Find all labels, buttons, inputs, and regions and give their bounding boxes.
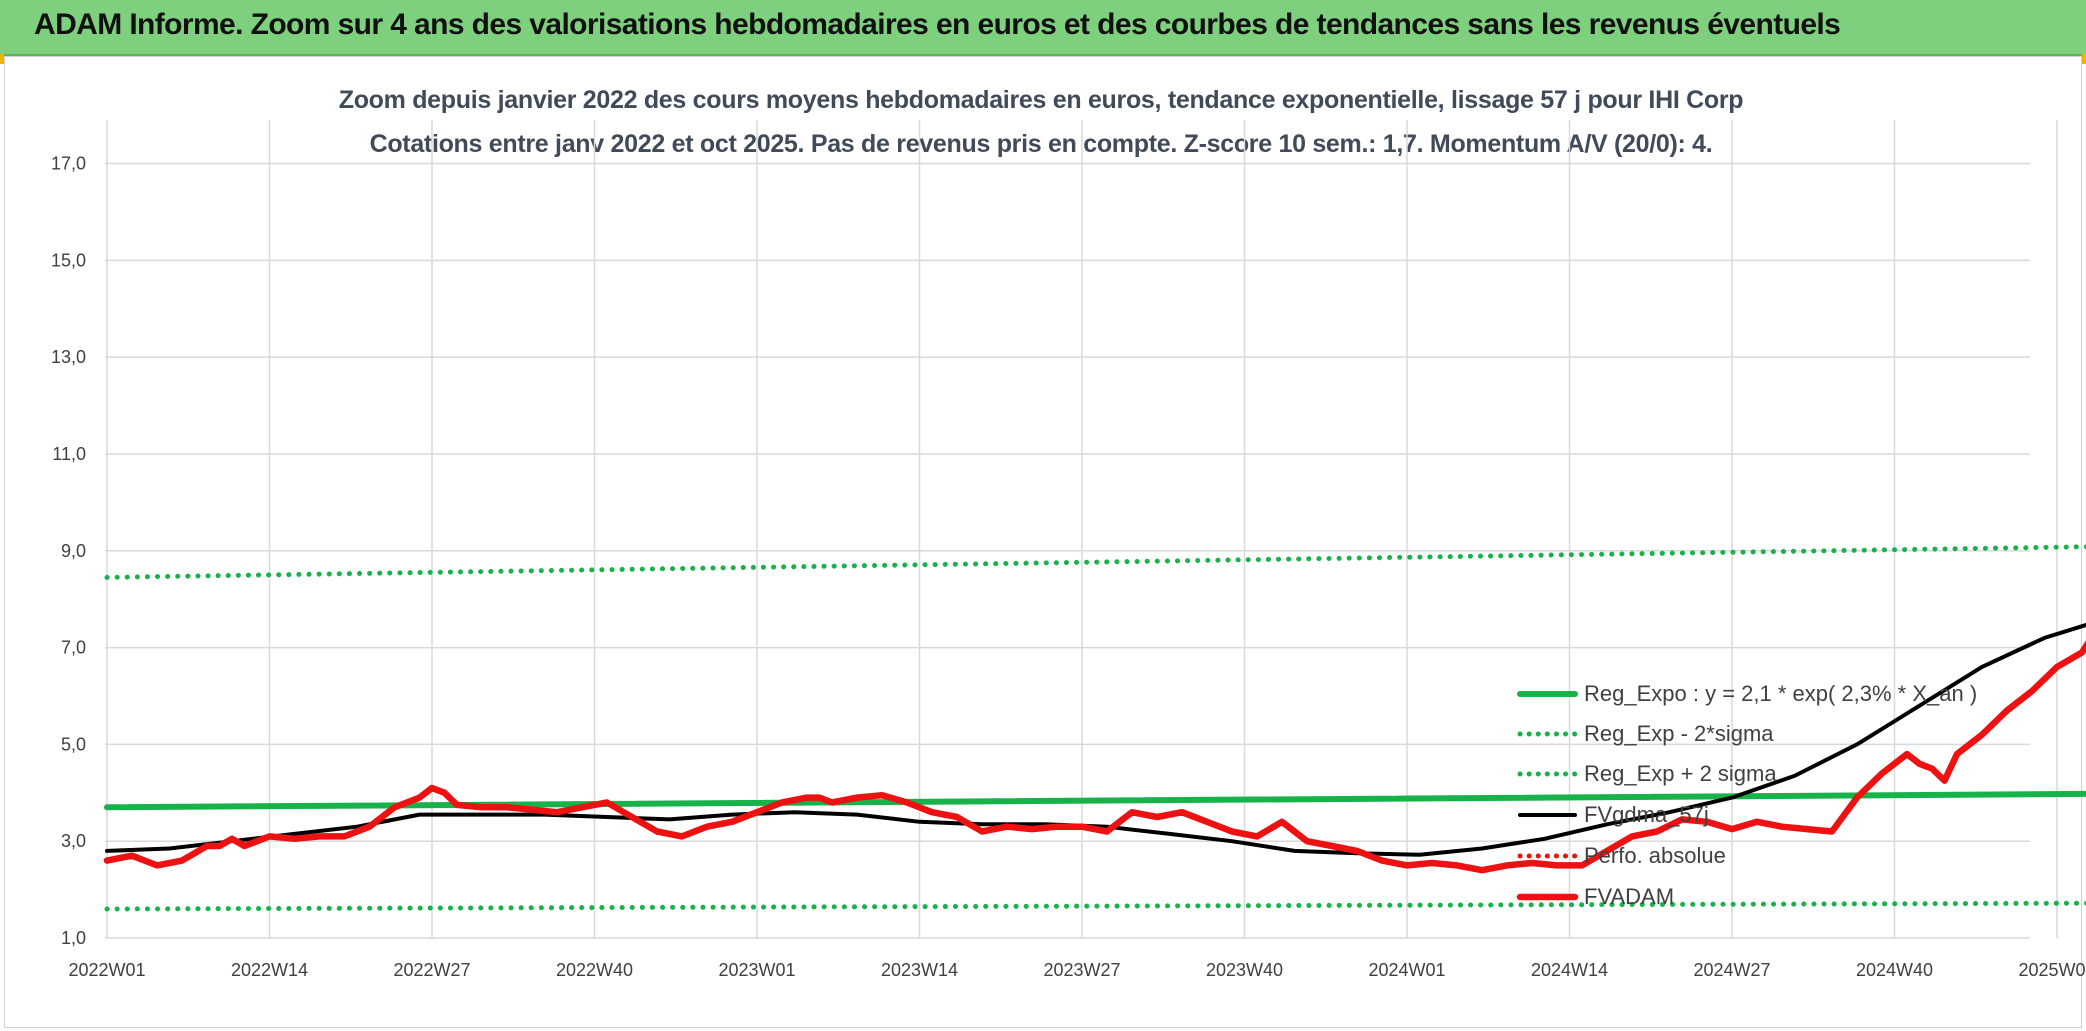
y-tick-label: 3,0: [61, 831, 86, 851]
y-tick-label: 1,0: [61, 928, 86, 948]
y-tick-label: 7,0: [61, 638, 86, 658]
banner-corner-right: [2082, 54, 2086, 64]
x-tick-label: 2023W40: [1206, 960, 1283, 980]
legend-label: Reg_Exp + 2 sigma: [1584, 761, 1777, 786]
y-tick-label: 9,0: [61, 541, 86, 561]
banner-title: ADAM Informe. Zoom sur 4 ans des valoris…: [34, 8, 1841, 41]
x-tick-label: 2022W40: [556, 960, 633, 980]
legend-label: Reg_Expo : y = 2,1 * exp( 2,3% * X_an ): [1584, 681, 1977, 706]
series-line-fvgdma_57j: [105, 622, 2086, 857]
x-tick-label: 2024W40: [1856, 960, 1933, 980]
legend-label: FVADAM: [1584, 884, 1674, 909]
legend-label: Perfo. absolue: [1584, 843, 1726, 868]
y-tick-label: 17,0: [51, 154, 86, 174]
chart-grid: [105, 120, 2058, 939]
series-line-reg_exp: [104, 900, 2086, 912]
title-banner: ADAM Informe. Zoom sur 4 ans des valoris…: [0, 0, 2086, 56]
x-tick-label: 2025W01: [2018, 960, 2086, 980]
legend-label: Reg_Exp - 2*sigma: [1584, 721, 1774, 746]
x-tick-label: 2024W27: [1693, 960, 1770, 980]
x-tick-label: 2022W14: [231, 960, 308, 980]
banner-corner-left: [0, 54, 4, 64]
chart-series: [103, 544, 2086, 912]
chart-title-line-1: Zoom depuis janvier 2022 des cours moyen…: [339, 86, 1744, 114]
y-tick-label: 11,0: [52, 444, 86, 464]
chart-title-line-2: Cotations entre janv 2022 et oct 2025. P…: [370, 130, 1713, 158]
y-tick-label: 5,0: [61, 734, 86, 754]
x-tick-label: 2024W14: [1531, 960, 1608, 980]
x-tick-label: 2023W01: [718, 960, 795, 980]
x-tick-label: 2022W01: [68, 960, 145, 980]
x-tick-label: 2023W27: [1043, 960, 1120, 980]
chart-legend: Reg_Expo : y = 2,1 * exp( 2,3% * X_an ) R…: [1516, 681, 1977, 909]
x-tick-label: 2023W14: [881, 960, 958, 980]
x-axis: 2022W01 2022W14 2022W27 2022W40 2023W01 2023W…: [68, 960, 2086, 980]
y-tick-label: 13,0: [51, 347, 86, 367]
series-line-reg_exp: [104, 544, 2086, 580]
y-axis: 1,0 3,0 5,0 7,0 9,0 11,0 13,0 15,0 17,0: [51, 154, 86, 948]
x-tick-label: 2022W27: [393, 960, 470, 980]
series-line-reg_expo: [104, 790, 2086, 811]
series-line-fvadam: [103, 640, 2086, 874]
y-tick-label: 15,0: [51, 250, 86, 270]
x-tick-label: 2024W01: [1368, 960, 1445, 980]
chart-frame: [4, 56, 2082, 1028]
legend-label: FVgdma_57j: [1584, 802, 1709, 827]
